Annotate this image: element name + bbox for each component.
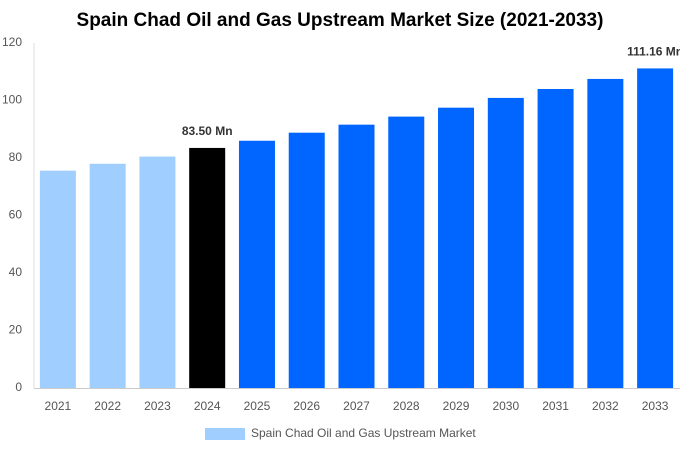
legend-swatch xyxy=(205,428,245,440)
bar xyxy=(438,107,475,388)
bar xyxy=(189,147,226,388)
y-tick-label: 20 xyxy=(9,323,23,337)
bar xyxy=(288,132,325,388)
bar xyxy=(388,116,425,388)
bar xyxy=(487,97,524,388)
y-tick-label: 60 xyxy=(9,208,23,222)
bar xyxy=(537,89,574,388)
x-tick-label: 2022 xyxy=(94,399,121,413)
y-tick-label: 100 xyxy=(2,93,22,107)
bar xyxy=(587,78,624,388)
bar xyxy=(238,140,275,388)
value-label: 83.50 Mn xyxy=(182,124,233,138)
y-tick-label: 40 xyxy=(9,265,23,279)
x-tick-label: 2023 xyxy=(144,399,171,413)
x-tick-label: 2025 xyxy=(244,399,271,413)
y-tick-label: 80 xyxy=(9,150,23,164)
x-tick-label: 2030 xyxy=(492,399,519,413)
x-tick-label: 2024 xyxy=(194,399,221,413)
x-tick-label: 2032 xyxy=(592,399,619,413)
x-tick-label: 2027 xyxy=(343,399,370,413)
x-tick-label: 2026 xyxy=(293,399,320,413)
value-label: 111.16 Mn xyxy=(627,45,680,59)
x-tick-label: 2031 xyxy=(542,399,569,413)
x-tick-label: 2021 xyxy=(45,399,72,413)
x-tick-label: 2029 xyxy=(443,399,470,413)
x-tick-label: 2028 xyxy=(393,399,420,413)
bar xyxy=(338,124,375,389)
bar xyxy=(139,156,176,388)
chart-title: Spain Chad Oil and Gas Upstream Market S… xyxy=(77,10,604,31)
y-tick-label: 0 xyxy=(15,380,22,394)
legend-label: Spain Chad Oil and Gas Upstream Market xyxy=(251,426,476,440)
bar xyxy=(39,170,76,388)
y-tick-label: 120 xyxy=(2,35,22,49)
bar xyxy=(637,68,674,388)
bar xyxy=(89,163,126,388)
x-tick-label: 2033 xyxy=(642,399,669,413)
